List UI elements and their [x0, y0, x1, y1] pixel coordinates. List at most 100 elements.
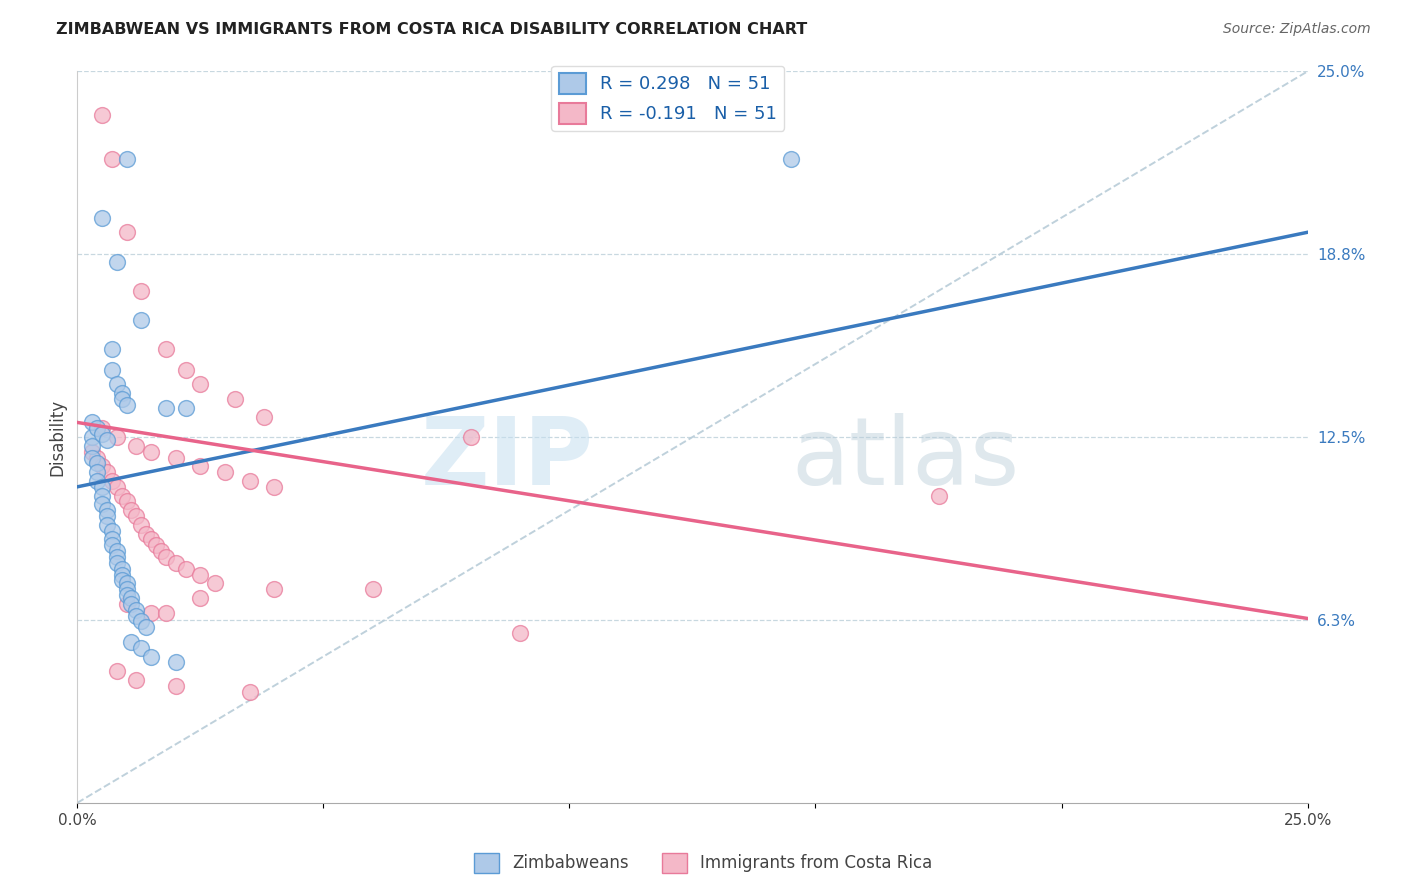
Point: [131, 284, 153, 298]
Point: [115, 398, 138, 412]
Point: [125, 608, 148, 623]
Point: [121, 591, 143, 605]
Point: [105, 664, 128, 678]
Point: [204, 576, 226, 591]
Point: [263, 480, 285, 494]
Point: [125, 439, 148, 453]
Point: [90, 489, 114, 503]
Point: [141, 444, 163, 458]
Point: [82, 416, 104, 430]
Point: [101, 533, 124, 547]
Point: [115, 582, 138, 597]
Point: [86, 421, 108, 435]
Point: [90, 480, 114, 494]
Point: [155, 606, 177, 620]
Point: [131, 615, 153, 629]
Point: [174, 562, 197, 576]
Text: ZIMBABWEAN VS IMMIGRANTS FROM COSTA RICA DISABILITY CORRELATION CHART: ZIMBABWEAN VS IMMIGRANTS FROM COSTA RICA…: [56, 22, 807, 37]
Text: Source: ZipAtlas.com: Source: ZipAtlas.com: [1223, 22, 1371, 37]
Point: [141, 649, 163, 664]
Point: [509, 626, 531, 640]
Legend: R = 0.298   N = 51, R = -0.191   N = 51: R = 0.298 N = 51, R = -0.191 N = 51: [551, 66, 785, 131]
Point: [174, 401, 197, 415]
Point: [115, 588, 138, 602]
Legend: Zimbabweans, Immigrants from Costa Rica: Zimbabweans, Immigrants from Costa Rica: [467, 847, 939, 880]
Point: [111, 567, 132, 582]
Point: [121, 597, 143, 611]
Point: [96, 517, 118, 532]
Text: atlas: atlas: [792, 413, 1019, 505]
Point: [90, 497, 114, 511]
Point: [135, 526, 157, 541]
Point: [111, 392, 132, 406]
Point: [111, 562, 132, 576]
Point: [165, 679, 187, 693]
Point: [121, 635, 143, 649]
Point: [190, 567, 212, 582]
Point: [165, 556, 187, 570]
Point: [111, 489, 132, 503]
Point: [115, 576, 138, 591]
Point: [121, 503, 143, 517]
Y-axis label: Disability: Disability: [48, 399, 66, 475]
Point: [101, 152, 124, 166]
Point: [90, 108, 114, 122]
Point: [96, 503, 118, 517]
Point: [105, 549, 128, 564]
Point: [131, 517, 153, 532]
Point: [131, 640, 153, 655]
Point: [131, 313, 153, 327]
Point: [190, 591, 212, 605]
Point: [86, 450, 108, 465]
Point: [105, 254, 128, 268]
Point: [105, 377, 128, 392]
Point: [135, 620, 157, 634]
Point: [90, 459, 114, 474]
Point: [101, 363, 124, 377]
Point: [174, 363, 197, 377]
Point: [155, 343, 177, 357]
Point: [263, 582, 285, 597]
Point: [82, 430, 104, 444]
Point: [82, 439, 104, 453]
Point: [460, 430, 482, 444]
Point: [145, 538, 167, 552]
Point: [253, 409, 276, 424]
Point: [239, 684, 262, 698]
Point: [239, 474, 262, 488]
Point: [150, 544, 173, 558]
Point: [361, 582, 384, 597]
Point: [115, 597, 138, 611]
Point: [101, 474, 124, 488]
Point: [155, 549, 177, 564]
Point: [105, 480, 128, 494]
Point: [214, 465, 236, 479]
Point: [101, 524, 124, 538]
Point: [928, 489, 950, 503]
Point: [82, 444, 104, 458]
Point: [190, 377, 212, 392]
Point: [125, 509, 148, 524]
Point: [224, 392, 246, 406]
Point: [82, 450, 104, 465]
Point: [86, 474, 108, 488]
Point: [90, 421, 114, 435]
Point: [141, 533, 163, 547]
Point: [96, 465, 118, 479]
Point: [86, 457, 108, 471]
Text: ZIP: ZIP: [422, 413, 595, 505]
Point: [90, 211, 114, 225]
Point: [111, 386, 132, 401]
Point: [86, 465, 108, 479]
Point: [115, 225, 138, 239]
Point: [111, 574, 132, 588]
Point: [96, 433, 118, 447]
Point: [125, 673, 148, 687]
Point: [190, 459, 212, 474]
Point: [115, 152, 138, 166]
Point: [105, 430, 128, 444]
Point: [105, 556, 128, 570]
Point: [155, 401, 177, 415]
Point: [141, 606, 163, 620]
Point: [90, 427, 114, 442]
